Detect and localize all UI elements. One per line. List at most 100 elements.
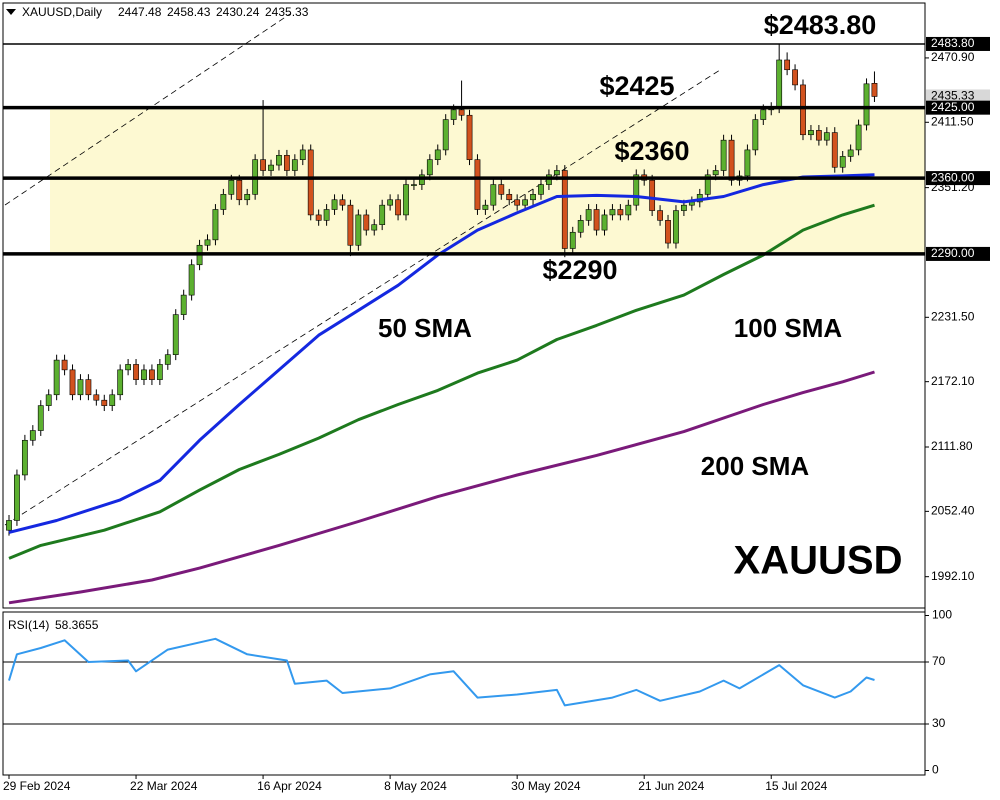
candle-body [538,184,544,195]
candle [800,79,806,141]
candle [466,109,473,166]
candle-body [474,159,481,210]
candle [125,359,131,376]
candle-body [125,364,131,371]
candle [299,144,306,166]
candle-body [93,394,100,401]
candle-body [617,209,624,216]
candle [792,64,798,91]
candle [434,144,441,166]
candle-body [561,170,568,249]
candle-body [260,159,266,171]
candle [21,434,28,481]
candle [363,209,370,236]
candle-body [704,174,711,195]
level-tag-label: 2425.00 [931,100,975,114]
candle-body [347,204,354,246]
candle-body [307,149,314,216]
candle-body [37,405,44,431]
candle [45,389,52,412]
candle [14,469,20,526]
candle-body [466,114,473,160]
candle-body [188,264,195,296]
candle [808,124,814,141]
candle-body [85,379,92,396]
candle-body [77,379,84,396]
candle [180,289,187,321]
candle-body [831,132,838,168]
sma-label: 50 SMA [378,313,472,343]
candle-body [133,364,139,380]
candle [403,179,409,221]
candle [283,149,290,176]
menu-arrow[interactable] [6,9,16,15]
candle [347,199,354,257]
candle-body [490,184,497,206]
candle-body [434,149,441,160]
header-close: 2435.33 [265,5,309,19]
candle-body [823,132,830,141]
candle [601,209,608,236]
rsi-title: RSI(14) [8,618,49,632]
candle [625,199,632,221]
candle [172,309,179,361]
candle [561,165,568,258]
candle-body [228,179,235,195]
candle-body [871,83,878,97]
candle [387,194,394,211]
rsi-tick-label: 0 [932,763,939,777]
x-tick-label: 15 Jul 2024 [765,779,827,793]
candle [426,154,433,181]
candle-body [21,439,28,476]
candle-body [855,124,862,151]
candle-body [29,430,36,441]
candle-body [847,149,854,157]
candle-body [371,224,378,231]
y-tick-label: 2111.80 [931,439,973,453]
candle [784,52,791,76]
candle [609,204,616,221]
sma-line [8,173,875,534]
rsi-line [8,637,875,707]
level-tag-label: 2360.00 [931,170,975,184]
sma-line [8,370,875,605]
candle-body [808,130,814,136]
candle-body [498,184,505,195]
candle [212,204,219,246]
candle-body [553,170,560,176]
x-tick-label: 16 Apr 2024 [257,779,322,793]
level-tag-label: 2483.80 [931,36,975,50]
y-tick-label: 1992.10 [931,569,975,583]
candle [855,119,862,156]
candle [744,144,751,182]
x-tick-label: 8 May 2024 [384,779,447,793]
level-tag [926,246,990,261]
x-tick-label: 29 Feb 2024 [3,779,71,793]
candle [395,194,401,221]
sma-label: 200 SMA [701,451,810,481]
level-tag-label: 2290.00 [931,246,975,260]
background-layer [50,107,925,254]
header-open: 2447.48 [118,5,162,19]
candle [339,194,346,211]
candle [577,214,584,238]
level-annotation: $2290 [542,255,617,285]
candle [585,204,592,226]
candle [815,124,822,146]
rsi-value: 58.3655 [55,618,99,632]
candle-body [744,149,751,177]
candle-body [760,109,767,120]
trend-line [4,13,291,206]
candle [673,205,679,249]
candle [506,188,513,206]
candle-body [601,214,608,231]
candle-body [577,220,584,233]
candle-body [268,164,274,171]
candle [29,425,36,446]
candle [831,127,838,173]
candle-body [680,204,687,211]
level-tag [926,171,990,186]
rsi-tick-label: 100 [932,608,952,622]
candle [156,359,163,386]
